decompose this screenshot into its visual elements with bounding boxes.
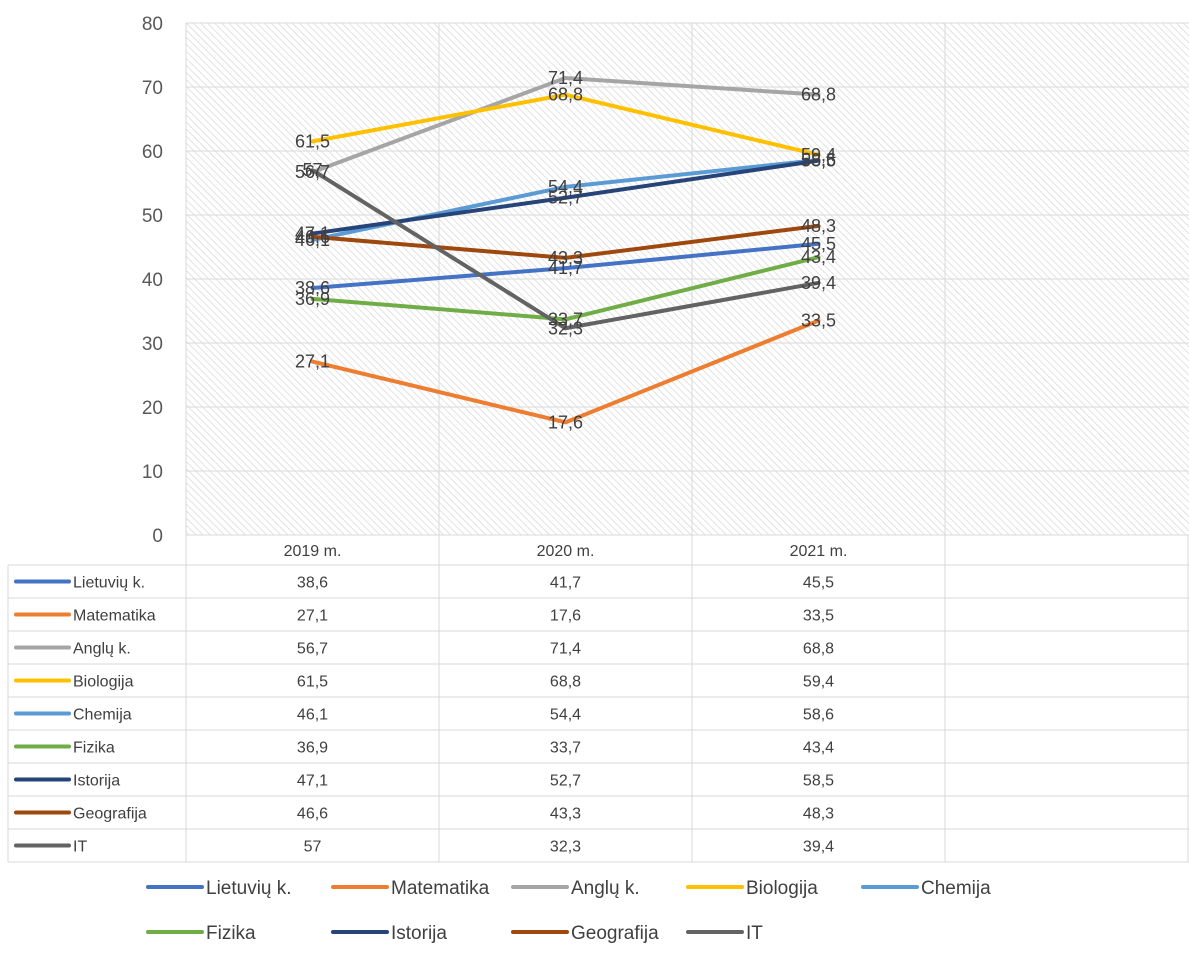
table-cell: 43,4 [803, 740, 834, 757]
table-cell: 68,8 [803, 641, 834, 658]
table-cell: 27,1 [297, 608, 328, 625]
data-label: 41,7 [548, 258, 583, 278]
data-label: 58,5 [801, 151, 836, 171]
series-line [310, 92, 821, 157]
table-cell: 71,4 [550, 641, 581, 658]
data-label: 61,5 [295, 131, 330, 151]
table-cell: 41,7 [550, 575, 581, 592]
y-axis: 0 10 20 30 40 50 60 70 80 [142, 14, 163, 547]
legend-label: Fizika [206, 923, 256, 944]
table-series-name: Biologija [73, 674, 134, 691]
legend-label: Lietuvių k. [206, 878, 292, 899]
table-series-name: Matematika [73, 608, 156, 625]
data-label: 47,1 [295, 224, 330, 244]
data-label: 52,7 [548, 188, 583, 208]
legend-label: Biologija [746, 878, 818, 899]
series-lines [310, 76, 821, 425]
table-cell: 36,9 [297, 740, 328, 757]
y-tick-label: 60 [142, 142, 163, 163]
data-label: 32,3 [548, 318, 583, 338]
table-cell: 54,4 [550, 707, 581, 724]
table-cell: 68,8 [550, 674, 581, 691]
table-series-name: Chemija [73, 707, 132, 724]
table-cell: 17,6 [550, 608, 581, 625]
table-cell: 46,1 [297, 707, 328, 724]
legend-label: Geografija [571, 923, 659, 944]
y-tick-label: 10 [142, 462, 163, 483]
data-label: 43,4 [801, 247, 836, 267]
table-series-name: Lietuvių k. [73, 575, 145, 592]
table-cell: 58,6 [803, 707, 834, 724]
data-label: 71,4 [548, 68, 583, 88]
y-tick-label: 20 [142, 398, 163, 419]
y-tick-label: 30 [142, 334, 163, 355]
y-tick-label: 40 [142, 270, 163, 291]
table-cell: 38,6 [297, 575, 328, 592]
series-line [310, 76, 821, 175]
table-cell: 33,5 [803, 608, 834, 625]
table-cell: 45,5 [803, 575, 834, 592]
table-series-name: Fizika [73, 740, 115, 757]
data-label: 46,1 [295, 230, 330, 250]
data-label: 58,6 [801, 150, 836, 170]
legend-label: Matematika [391, 878, 490, 899]
data-label: 56,7 [295, 162, 330, 182]
legend-label: IT [746, 923, 763, 944]
table-cell: 48,3 [803, 806, 834, 823]
series-line [310, 255, 821, 322]
data-label: 38,6 [295, 278, 330, 298]
table-cell: 58,5 [803, 773, 834, 790]
series-line [310, 223, 821, 260]
table-cell: 61,5 [297, 674, 328, 691]
table-cell: 33,7 [550, 740, 581, 757]
data-label: 68,8 [548, 85, 583, 105]
series-line [310, 241, 821, 290]
data-label: 39,4 [801, 273, 836, 293]
data-table: 2019 m. 2020 m. 2021 m. Lietuvių k. 38,6 41,7… [7, 534, 1189, 863]
data-label: 36,9 [295, 289, 330, 309]
table-series-name: Geografija [73, 806, 147, 823]
legend: Lietuvių k. Matematika Anglų k. Biologija Ch… [146, 878, 991, 944]
data-label: 68,8 [801, 85, 836, 105]
data-label: 46,6 [295, 227, 330, 247]
data-label: 57 [302, 160, 322, 180]
table-cell: 39,4 [803, 839, 834, 856]
table-cell: 52,7 [550, 773, 581, 790]
table-cell: 56,7 [297, 641, 328, 658]
data-label: 54,4 [548, 177, 583, 197]
y-tick-label: 50 [142, 206, 163, 227]
table-cell: 47,1 [297, 773, 328, 790]
y-tick-label: 80 [142, 14, 163, 35]
data-label: 43,3 [548, 248, 583, 268]
data-label: 17,6 [548, 412, 583, 432]
series-line [310, 318, 821, 425]
data-label: 48,3 [801, 216, 836, 236]
legend-label: Chemija [921, 878, 991, 899]
data-label: 27,1 [295, 352, 330, 372]
series-line [310, 168, 821, 331]
table-cell: 59,4 [803, 674, 834, 691]
data-label: 59,4 [801, 145, 836, 165]
x-category-label: 2019 m. [284, 543, 342, 560]
table-series-name: IT [73, 839, 87, 856]
table-series-name: Istorija [73, 773, 120, 790]
data-label: 33,7 [548, 309, 583, 329]
y-tick-label: 70 [142, 78, 163, 99]
table-cell: 57 [304, 839, 322, 856]
x-category-label: 2020 m. [537, 543, 595, 560]
table-cell: 46,6 [297, 806, 328, 823]
table-series-name: Anglų k. [73, 641, 131, 658]
data-labels: 38,641,745,527,117,633,556,771,468,861,5… [295, 68, 836, 432]
x-category-label: 2021 m. [790, 543, 848, 560]
table-cell: 32,3 [550, 839, 581, 856]
legend-label: Istorija [391, 923, 447, 944]
table-cell: 43,3 [550, 806, 581, 823]
y-tick-label: 0 [152, 526, 163, 547]
data-label: 33,5 [801, 311, 836, 331]
legend-label: Anglų k. [571, 878, 640, 899]
data-label: 45,5 [801, 234, 836, 254]
